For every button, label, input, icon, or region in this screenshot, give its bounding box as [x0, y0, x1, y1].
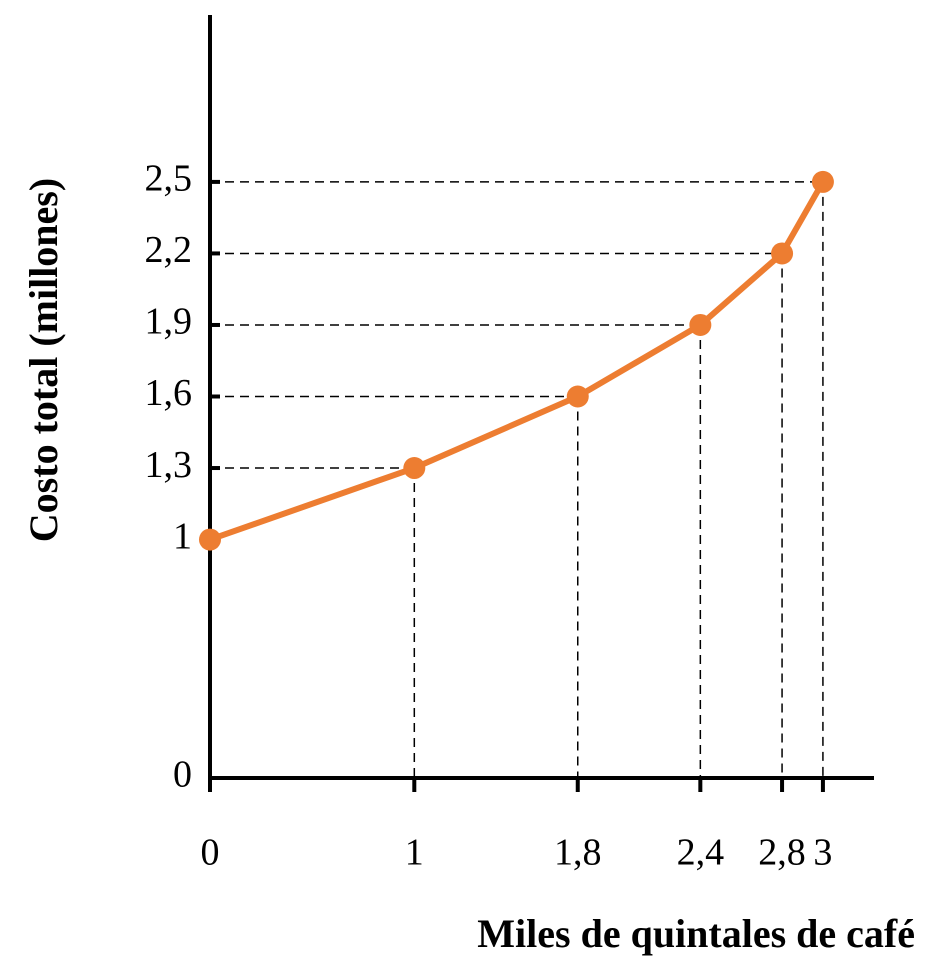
- x-axis-label: Miles de quintales de café: [477, 911, 915, 956]
- data-point: [403, 457, 426, 480]
- y-tick-label: 1,9: [145, 301, 193, 343]
- x-tick-label: 3: [813, 832, 832, 874]
- x-tick-label: 0: [201, 832, 220, 874]
- data-point: [689, 313, 712, 336]
- x-tick-label: 2,4: [677, 832, 725, 874]
- x-tick-label: 1,8: [554, 832, 602, 874]
- x-tick-label: 2,8: [758, 832, 806, 874]
- data-point: [199, 528, 221, 551]
- y-tick-label: 2,2: [145, 229, 193, 271]
- data-point: [771, 242, 794, 265]
- y-tick-label: 1: [173, 515, 192, 557]
- data-point: [811, 170, 834, 193]
- y-tick-label: 1,3: [145, 444, 193, 486]
- series-line: [209, 180, 826, 543]
- x-tick-label: 1: [405, 832, 424, 874]
- y-tick-label: 1,6: [145, 372, 193, 414]
- y-tick-label: 2,5: [145, 158, 193, 200]
- data-point: [566, 385, 589, 408]
- y-tick-label: 0: [173, 754, 192, 796]
- y-axis-label: Costo total (millones): [21, 178, 66, 542]
